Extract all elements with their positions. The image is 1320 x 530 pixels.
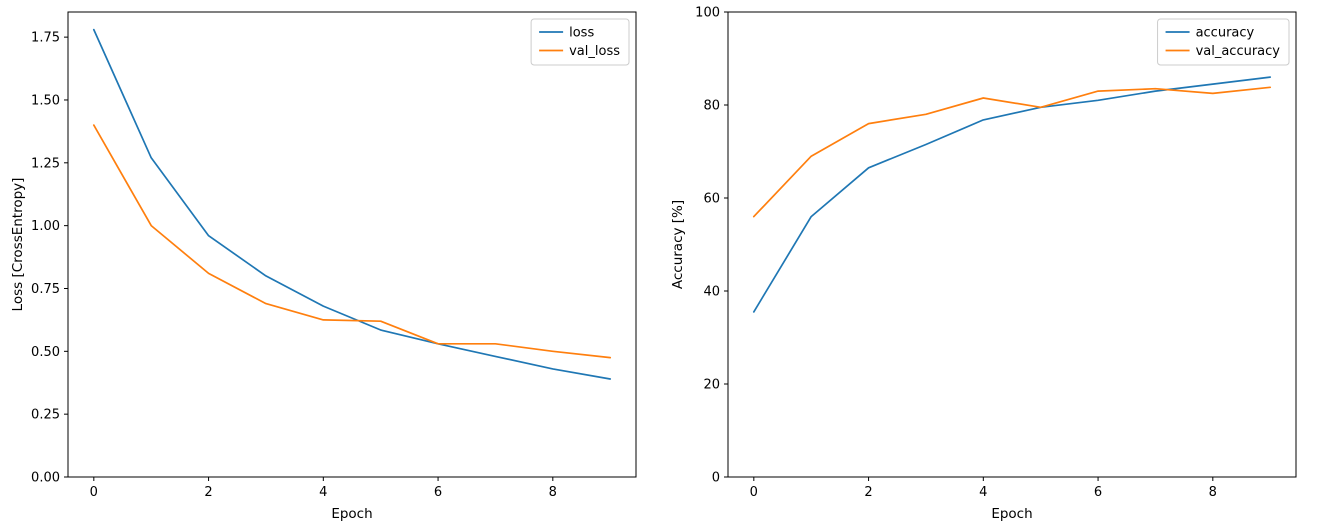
x-axis-label: Epoch <box>991 506 1032 522</box>
series-line-val_accuracy <box>752 86 1272 218</box>
y-tick-label: 20 <box>703 378 720 393</box>
x-tick-label: 6 <box>1094 485 1102 500</box>
legend-box <box>1157 18 1290 66</box>
y-tick-label: 1.25 <box>31 156 60 171</box>
y-tick-label: 1.75 <box>31 31 60 46</box>
series-line-accuracy <box>752 76 1272 313</box>
x-tick-label: 0 <box>750 485 758 500</box>
x-tick-label: 8 <box>549 485 557 500</box>
legend-label-accuracy: accuracy <box>1196 26 1255 41</box>
x-tick-label: 0 <box>90 485 98 500</box>
axes-frame <box>727 11 1297 478</box>
y-tick-label: 80 <box>703 99 720 114</box>
axes-frame <box>67 11 637 478</box>
y-tick-label: 60 <box>703 192 720 207</box>
x-tick-label: 4 <box>979 485 987 500</box>
x-tick-label: 8 <box>1209 485 1217 500</box>
y-tick-label: 0.50 <box>31 345 60 360</box>
x-tick-label: 2 <box>864 485 872 500</box>
y-tick-label: 0.25 <box>31 408 60 423</box>
series-line-val_loss <box>92 124 612 359</box>
y-tick-label: 0 <box>712 471 720 486</box>
legend-label-val_accuracy: val_accuracy <box>1196 44 1281 59</box>
legend-label-val_loss: val_loss <box>569 44 620 59</box>
x-tick-label: 6 <box>434 485 442 500</box>
legend-box <box>530 18 630 66</box>
series-line-loss <box>92 28 612 380</box>
y-tick-label: 40 <box>703 285 720 300</box>
x-axis-label: Epoch <box>331 506 372 522</box>
y-axis-label: Loss [CrossEntropy] <box>10 178 26 312</box>
x-tick-label: 4 <box>319 485 327 500</box>
y-tick-label: 0.75 <box>31 282 60 297</box>
y-tick-label: 1.50 <box>31 93 60 108</box>
y-tick-label: 100 <box>695 6 720 21</box>
loss-chart: 0 2 4 6 8 0.00 0.25 0.50 0.75 1.00 1.25 1.50 1.75 Epo… <box>10 11 637 522</box>
y-tick-label: 0.00 <box>31 471 60 486</box>
y-tick-label: 1.00 <box>31 219 60 234</box>
legend-label-loss: loss <box>569 26 594 41</box>
x-tick-label: 2 <box>204 485 212 500</box>
y-axis-label: Accuracy [%] <box>670 200 686 289</box>
